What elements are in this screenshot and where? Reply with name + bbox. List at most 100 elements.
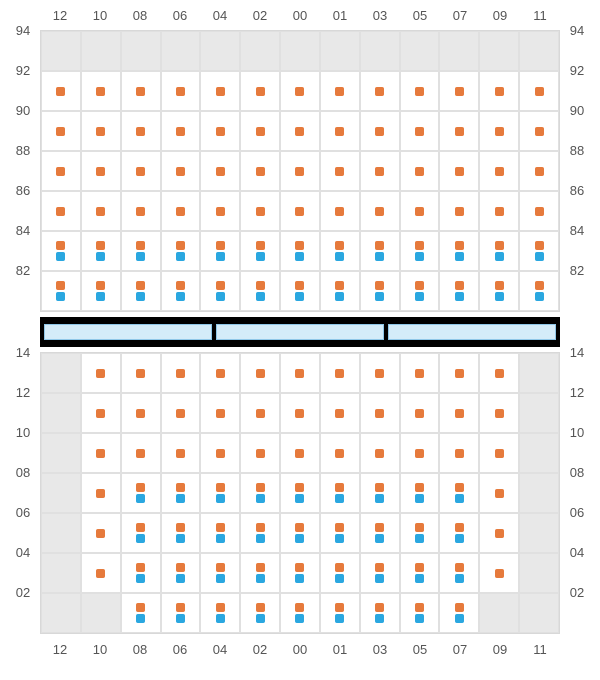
seat-cell[interactable] — [320, 593, 360, 633]
seat-cell[interactable] — [161, 111, 201, 151]
seat-cell[interactable] — [200, 473, 240, 513]
seat-cell[interactable] — [320, 191, 360, 231]
seat-cell[interactable] — [81, 271, 121, 311]
seat-cell[interactable] — [400, 393, 440, 433]
seat-cell[interactable] — [200, 433, 240, 473]
seat-cell[interactable] — [280, 513, 320, 553]
separator-segment[interactable] — [388, 324, 556, 340]
seat-cell[interactable] — [240, 271, 280, 311]
seat-cell[interactable] — [400, 231, 440, 271]
seat-cell[interactable] — [439, 513, 479, 553]
seat-cell[interactable] — [240, 553, 280, 593]
seat-cell[interactable] — [240, 231, 280, 271]
seat-cell[interactable] — [81, 151, 121, 191]
seat-cell[interactable] — [121, 393, 161, 433]
seat-cell[interactable] — [320, 271, 360, 311]
seat-cell[interactable] — [280, 271, 320, 311]
seat-cell[interactable] — [400, 553, 440, 593]
seat-cell[interactable] — [479, 513, 519, 553]
seat-cell[interactable] — [81, 71, 121, 111]
seat-cell[interactable] — [200, 393, 240, 433]
seat-cell[interactable] — [200, 553, 240, 593]
seat-cell[interactable] — [121, 231, 161, 271]
seat-cell[interactable] — [519, 111, 559, 151]
seat-cell[interactable] — [280, 593, 320, 633]
seat-cell[interactable] — [280, 553, 320, 593]
seat-cell[interactable] — [240, 111, 280, 151]
seat-cell[interactable] — [439, 191, 479, 231]
seat-cell[interactable] — [121, 71, 161, 111]
seat-cell[interactable] — [360, 473, 400, 513]
seat-cell[interactable] — [200, 353, 240, 393]
seat-cell[interactable] — [320, 553, 360, 593]
seat-cell[interactable] — [360, 593, 400, 633]
seat-cell[interactable] — [439, 353, 479, 393]
seat-cell[interactable] — [280, 71, 320, 111]
seat-cell[interactable] — [519, 271, 559, 311]
seat-cell[interactable] — [161, 71, 201, 111]
seat-cell[interactable] — [360, 271, 400, 311]
seat-cell[interactable] — [479, 71, 519, 111]
seat-cell[interactable] — [439, 71, 479, 111]
seat-cell[interactable] — [360, 433, 400, 473]
seat-cell[interactable] — [121, 271, 161, 311]
seat-cell[interactable] — [240, 71, 280, 111]
seat-cell[interactable] — [400, 513, 440, 553]
seat-cell[interactable] — [320, 71, 360, 111]
seat-cell[interactable] — [81, 393, 121, 433]
seat-cell[interactable] — [280, 191, 320, 231]
seat-cell[interactable] — [479, 393, 519, 433]
seat-cell[interactable] — [240, 151, 280, 191]
seat-cell[interactable] — [320, 513, 360, 553]
seat-cell[interactable] — [240, 433, 280, 473]
seat-cell[interactable] — [240, 353, 280, 393]
seat-cell[interactable] — [439, 433, 479, 473]
seat-cell[interactable] — [320, 151, 360, 191]
seat-cell[interactable] — [280, 473, 320, 513]
seat-cell[interactable] — [161, 353, 201, 393]
seat-cell[interactable] — [41, 191, 81, 231]
seat-cell[interactable] — [280, 111, 320, 151]
seat-cell[interactable] — [360, 71, 400, 111]
seat-cell[interactable] — [479, 473, 519, 513]
seat-cell[interactable] — [200, 593, 240, 633]
seat-cell[interactable] — [121, 111, 161, 151]
seat-cell[interactable] — [400, 473, 440, 513]
seat-cell[interactable] — [479, 353, 519, 393]
seat-cell[interactable] — [240, 593, 280, 633]
seat-cell[interactable] — [479, 231, 519, 271]
seat-cell[interactable] — [439, 593, 479, 633]
seat-cell[interactable] — [519, 151, 559, 191]
seat-cell[interactable] — [161, 513, 201, 553]
seat-cell[interactable] — [439, 393, 479, 433]
seat-cell[interactable] — [41, 151, 81, 191]
seat-cell[interactable] — [81, 433, 121, 473]
seat-cell[interactable] — [519, 191, 559, 231]
seat-cell[interactable] — [240, 513, 280, 553]
seat-cell[interactable] — [161, 433, 201, 473]
seat-cell[interactable] — [400, 111, 440, 151]
seat-cell[interactable] — [121, 353, 161, 393]
seat-cell[interactable] — [360, 553, 400, 593]
seat-cell[interactable] — [439, 151, 479, 191]
seat-cell[interactable] — [479, 433, 519, 473]
seat-cell[interactable] — [439, 231, 479, 271]
seat-cell[interactable] — [81, 473, 121, 513]
seat-cell[interactable] — [400, 151, 440, 191]
seat-cell[interactable] — [519, 231, 559, 271]
seat-cell[interactable] — [200, 271, 240, 311]
seat-cell[interactable] — [121, 553, 161, 593]
seat-cell[interactable] — [280, 433, 320, 473]
seat-cell[interactable] — [81, 231, 121, 271]
seat-cell[interactable] — [161, 271, 201, 311]
seat-cell[interactable] — [161, 191, 201, 231]
seat-cell[interactable] — [280, 393, 320, 433]
seat-cell[interactable] — [121, 593, 161, 633]
seat-cell[interactable] — [240, 191, 280, 231]
seat-cell[interactable] — [81, 513, 121, 553]
seat-cell[interactable] — [161, 151, 201, 191]
seat-cell[interactable] — [81, 111, 121, 151]
seat-cell[interactable] — [320, 433, 360, 473]
seat-cell[interactable] — [200, 111, 240, 151]
seat-cell[interactable] — [200, 191, 240, 231]
